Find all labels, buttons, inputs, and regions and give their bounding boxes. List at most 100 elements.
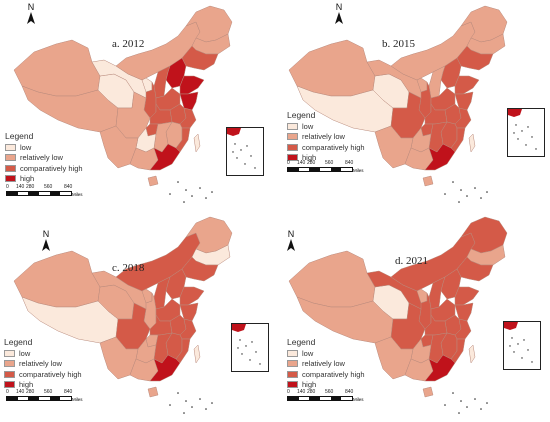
- province-hainan: [147, 386, 159, 398]
- scale-tick-label: 560: [44, 184, 53, 190]
- legend-label: comparatively high: [302, 369, 365, 379]
- china-map: [13, 5, 233, 203]
- legend: Legend low relatively low comparatively hi…: [4, 337, 82, 390]
- scale-ticks: 0 140 280 560 840: [287, 389, 353, 396]
- inset-island: [239, 339, 241, 341]
- south-china-sea-inset: [226, 127, 264, 176]
- province-liaoning: [456, 256, 494, 282]
- inset-island: [251, 341, 253, 343]
- scale-bar: 0 140 280 560 840 Miles: [287, 389, 364, 402]
- north-label: N: [42, 229, 50, 239]
- legend-swatch: [4, 349, 15, 357]
- legend-item: low: [287, 121, 365, 132]
- legend-swatch: [287, 122, 298, 130]
- inset-island: [254, 167, 256, 169]
- legend: Legend low relatively low comparatively hi…: [287, 337, 365, 390]
- north-arrow-icon: [42, 239, 50, 251]
- legend-title: Legend: [287, 110, 316, 120]
- north-arrow-icon: [287, 239, 295, 251]
- legend-label: low: [19, 348, 31, 358]
- province-taiwan: [193, 133, 201, 153]
- legend-label: relatively low: [19, 359, 62, 369]
- inset-island: [513, 132, 515, 134]
- legend-item: low: [4, 348, 82, 359]
- legend-item: comparatively high: [5, 163, 83, 174]
- north-arrow: N: [287, 229, 295, 253]
- legend-label: high: [302, 380, 317, 390]
- province-liaoning: [181, 256, 219, 282]
- island-dot: [486, 191, 488, 193]
- scale-tick-label: 560: [325, 160, 334, 166]
- island-dot: [458, 412, 460, 414]
- legend-swatch: [287, 349, 298, 357]
- province-taiwan: [193, 344, 201, 364]
- legend-title: Legend: [4, 337, 33, 347]
- island-dot: [480, 408, 482, 410]
- island-dot: [444, 404, 446, 406]
- panel-title: b. 2015: [382, 38, 415, 50]
- scale-unit: Miles: [353, 397, 364, 402]
- inset-island: [527, 349, 529, 351]
- inset-island: [234, 143, 236, 145]
- legend-label: high: [20, 174, 35, 184]
- inset-mainland: [232, 324, 246, 332]
- province-shandong: [179, 75, 205, 95]
- legend-swatch: [287, 370, 298, 378]
- scale-ticks: 0 140 280 560 840: [287, 160, 353, 167]
- inset-island: [521, 357, 523, 359]
- island-dot: [474, 187, 476, 189]
- inset-island: [259, 363, 261, 365]
- scale-tick-label: 140: [16, 184, 25, 190]
- legend-swatch: [5, 175, 16, 183]
- inset-island: [241, 353, 243, 355]
- inset-island: [525, 144, 527, 146]
- scale-tick-label: 280: [26, 184, 35, 190]
- legend-label: low: [302, 348, 314, 358]
- inset-island: [245, 345, 247, 347]
- north-label: N: [287, 229, 295, 239]
- north-arrow-icon: [335, 12, 343, 24]
- legend-swatch: [4, 381, 15, 389]
- inset-island: [521, 130, 523, 132]
- scale-bar-graphic: [287, 396, 353, 401]
- scale-tick-label: 0: [287, 389, 290, 395]
- island-dot: [205, 408, 207, 410]
- legend-item: comparatively high: [287, 142, 365, 153]
- legend: Legend low relatively low comparatively hi…: [5, 131, 83, 184]
- map-panel-2021: N d. 2021 Legend low relatively low compar…: [275, 211, 550, 422]
- inset-island: [246, 145, 248, 147]
- inset-island: [250, 155, 252, 157]
- legend-item: comparatively high: [4, 369, 82, 380]
- scale-unit: Miles: [72, 397, 83, 402]
- scale-unit: Miles: [72, 192, 83, 197]
- inset-mainland: [508, 109, 522, 117]
- province-guangdong: [149, 354, 181, 382]
- island-dot: [169, 404, 171, 406]
- legend-swatch: [4, 370, 15, 378]
- legend-swatch: [287, 381, 298, 389]
- scale-bar-graphic: [6, 396, 72, 401]
- province-guangdong: [424, 354, 456, 382]
- provinces: [13, 5, 233, 187]
- island-dot: [458, 201, 460, 203]
- legend-title: Legend: [287, 337, 316, 347]
- inset-island: [531, 361, 533, 363]
- map-panel-2015: N b. 2015 Legend low relatively low compar…: [275, 0, 550, 211]
- legend-item: high: [5, 174, 83, 185]
- province-inner-mongolia: [115, 21, 201, 81]
- north-arrow: N: [335, 2, 343, 26]
- map-panel-2012: N a. 2012 Legend low relatively low compar…: [0, 0, 275, 211]
- legend-item: high: [287, 153, 365, 164]
- scale-tick-label: 840: [64, 389, 73, 395]
- legend-item: relatively low: [287, 359, 365, 370]
- scale-tick-label: 840: [64, 184, 73, 190]
- island-dot: [191, 195, 193, 197]
- island-dot: [466, 406, 468, 408]
- inset-island: [515, 124, 517, 126]
- scale-tick-label: 140: [16, 389, 25, 395]
- legend-swatch: [287, 154, 298, 162]
- inset-island: [509, 345, 511, 347]
- scale-tick-label: 560: [325, 389, 334, 395]
- legend-label: relatively low: [302, 132, 345, 142]
- map-panel-2018: N c. 2018 Legend low relatively low compar…: [0, 211, 275, 422]
